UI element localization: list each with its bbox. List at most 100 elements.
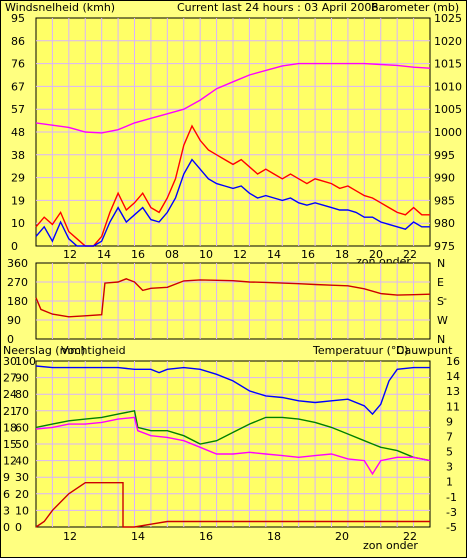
climate-x-tick-label: 14: [131, 530, 145, 543]
barometer-series-0: [35, 62, 431, 134]
temperature-y-tick-label: 16: [446, 355, 460, 368]
wind-x-tick-label: 08: [165, 248, 179, 261]
wind-y-tick-label: 95: [11, 12, 25, 25]
direction-y-tick-label: 180: [7, 295, 28, 308]
wind-y-tick-label: 67: [11, 80, 25, 93]
humidity-y-tick-label: 80: [15, 388, 29, 401]
direction-series-0: [35, 278, 431, 318]
wind-y-tick-label: 86: [11, 35, 25, 48]
chart-title: Current last 24 hours : 03 April 2006: [177, 1, 378, 14]
direction-compass-label: N: [437, 257, 445, 270]
humidity-y-tick-label: 0: [15, 521, 22, 534]
rain-y-tick-label: 21: [3, 405, 17, 418]
temperature-y-tick-label: 13: [446, 385, 460, 398]
rain-series-3: [35, 482, 430, 528]
wind-x-tick-label: 12: [233, 248, 247, 261]
direction-y-tick-label: 360: [7, 257, 28, 270]
climate-x-tick-label: 12: [63, 530, 77, 543]
barometer-y-tick-label: 1005: [434, 103, 462, 116]
humidity-y-tick-label: 100: [15, 355, 36, 368]
direction-compass-dash: -: [443, 292, 447, 305]
barometer-y-tick-label: 985: [434, 194, 455, 207]
barometer-y-tick-label: 980: [434, 217, 455, 230]
temperature-y-tick-label: -5: [446, 521, 457, 534]
direction-y-tick-label: 270: [7, 276, 28, 289]
climate-x-tick-label: 22: [403, 530, 417, 543]
wind-x-tick-label: 16: [131, 248, 145, 261]
humidity-y-tick-label: 50: [15, 438, 29, 451]
humidity-y-tick-label: 40: [15, 455, 29, 468]
barometer-y-tick-label: 1020: [434, 35, 462, 48]
wind-y-tick-label: 48: [11, 126, 25, 139]
direction-compass-label: N: [437, 333, 445, 346]
humidity-y-tick-label: 10: [15, 504, 29, 517]
rain-y-tick-label: 27: [3, 372, 17, 385]
wind-y-tick-label: 10: [11, 217, 25, 230]
rain-y-tick-label: 12: [3, 455, 17, 468]
wind-y-tick-label: 76: [11, 58, 25, 71]
rain-ylabel: Neerslag (mm): [3, 344, 85, 357]
rain-y-tick-label: 3: [3, 504, 10, 517]
wind-x-tick-label: 20: [369, 248, 383, 261]
humidity-y-tick-label: 90: [15, 372, 29, 385]
wind-x-tick-label: 12: [63, 248, 77, 261]
wind-x-tick-label: 14: [267, 248, 281, 261]
wind-x-tick-label: 14: [97, 248, 111, 261]
barometer-y-tick-label: 1010: [434, 80, 462, 93]
direction-y-tick-label: 0: [7, 333, 14, 346]
wind-avg-series-2: [35, 158, 430, 247]
humidity-ylabel: Vochtigheid: [61, 344, 126, 357]
wind-y-tick-label: 0: [11, 240, 18, 253]
rain-y-tick-label: 24: [3, 388, 17, 401]
temperature-y-tick-label: 1: [446, 476, 453, 489]
barometer-y-tick-label: 990: [434, 172, 455, 185]
climate-x-tick-label: 20: [335, 530, 349, 543]
temperature-y-tick-label: 11: [446, 400, 460, 413]
rain-y-tick-label: 0: [3, 521, 10, 534]
humidity-y-tick-label: 70: [15, 405, 29, 418]
rain-y-tick-label: 6: [3, 488, 10, 501]
wind-y-tick-label: 19: [11, 194, 25, 207]
climate-x-tick-label: 18: [267, 530, 281, 543]
climate-x-tick-label: 16: [199, 530, 213, 543]
wind-x-tick-label: 16: [301, 248, 315, 261]
temperature-y-tick-label: 5: [446, 446, 453, 459]
temperature-ylabel: Temperatuur (°C): [312, 344, 408, 357]
humidity-y-tick-label: 60: [15, 421, 29, 434]
rain-y-tick-label: 9: [3, 471, 10, 484]
barometer-y-tick-label: 1025: [434, 12, 462, 25]
direction-compass-label: E: [437, 276, 444, 289]
wind-x-tick-label: 18: [335, 248, 349, 261]
wind-gust-series-1: [35, 124, 430, 247]
barometer-y-tick-label: 1015: [434, 58, 462, 71]
temperature-y-tick-label: 7: [446, 430, 453, 443]
wind-y-tick-label: 57: [11, 103, 25, 116]
dewpoint-ylabel: Dauwpunt: [396, 344, 453, 357]
wind-x-tick-label: 22: [403, 248, 417, 261]
rain-y-tick-label: 15: [3, 438, 17, 451]
wind-x-tick-label: 10: [199, 248, 213, 261]
direction-y-tick-label: 90: [7, 314, 21, 327]
humidity-y-tick-label: 30: [15, 471, 29, 484]
wind-ylabel: Windsnelheid (kmh): [5, 1, 115, 14]
temperature-y-tick-label: 3: [446, 461, 453, 474]
direction-compass-label: S: [437, 295, 444, 308]
wind-y-tick-label: 29: [11, 172, 25, 185]
barometer-ylabel: Barometer (mb): [371, 1, 459, 14]
rain-y-tick-label: 30: [3, 355, 17, 368]
barometer-y-tick-label: 995: [434, 149, 455, 162]
temperature-y-tick-label: 14: [446, 370, 460, 383]
wind-y-tick-label: 38: [11, 149, 25, 162]
humidity-series-0: [35, 365, 430, 416]
rain-y-tick-label: 18: [3, 421, 17, 434]
humidity-y-tick-label: 20: [15, 488, 29, 501]
direction-compass-label: W: [437, 314, 448, 327]
temperature-y-tick-label: -3: [446, 506, 457, 519]
temperature-y-tick-label: -1: [446, 491, 457, 504]
dewpoint-series-2: [35, 416, 431, 476]
temperature-y-tick-label: 9: [446, 415, 453, 428]
barometer-y-tick-label: 975: [434, 240, 455, 253]
barometer-y-tick-label: 1000: [434, 126, 462, 139]
